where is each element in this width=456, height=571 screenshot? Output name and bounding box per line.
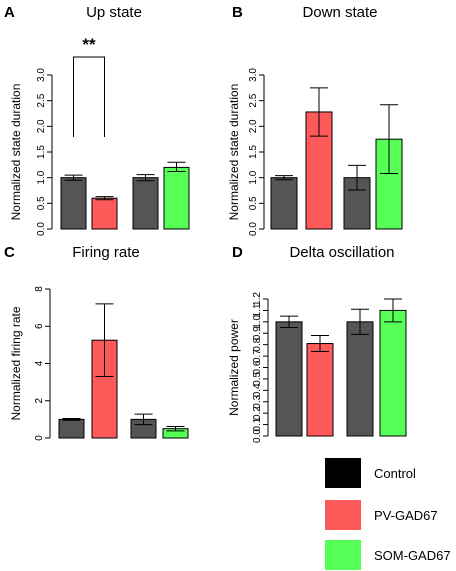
y-tick-label-c: 0 bbox=[34, 435, 45, 441]
y-axis-label-b: Normalized state duration bbox=[227, 84, 241, 221]
y-tick-label-a: 0.5 bbox=[36, 196, 47, 210]
y-tick-label-d: 1.1 bbox=[252, 303, 263, 317]
y-tick-label-a: 2.0 bbox=[36, 119, 47, 133]
y-tick-label-d: 0.0 bbox=[252, 429, 263, 443]
significance-bracket bbox=[73, 56, 105, 137]
bar-a-pv-gad67 bbox=[91, 197, 118, 230]
y-tick-label-b: 1.0 bbox=[248, 170, 259, 184]
y-tick-label-d: 0.4 bbox=[252, 383, 263, 397]
panel-label-a: A bbox=[4, 4, 15, 21]
y-tick-label-a: 1.0 bbox=[36, 170, 47, 184]
y-tick-label-c: 6 bbox=[34, 323, 45, 329]
panel-title-b: Down state bbox=[302, 4, 377, 21]
y-tick-label-a: 1.5 bbox=[36, 145, 47, 159]
y-tick-label-d: 0.2 bbox=[252, 406, 263, 420]
legend-swatch-som-gad67 bbox=[325, 540, 361, 570]
y-tick-label-d: 1.2 bbox=[252, 292, 263, 306]
y-tick-label-d: 0.5 bbox=[252, 372, 263, 386]
bar-d-control bbox=[275, 321, 303, 437]
legend-label-control: Control bbox=[374, 466, 416, 481]
y-tick-label-d: 0.3 bbox=[252, 394, 263, 408]
y-tick-label-d: 0.7 bbox=[252, 349, 263, 363]
panel-title-a: Up state bbox=[86, 4, 142, 21]
legend-swatch-control bbox=[325, 458, 361, 488]
panel-label-b: B bbox=[232, 4, 243, 21]
y-tick-label-d: 0.6 bbox=[252, 360, 263, 374]
y-tick-label-a: 0.0 bbox=[36, 222, 47, 236]
y-tick-label-d: 0.1 bbox=[252, 417, 263, 431]
legend-swatch-pv-gad67 bbox=[325, 500, 361, 530]
bar-d-pv-gad67 bbox=[306, 343, 334, 437]
significance-marker: ** bbox=[82, 35, 96, 54]
panel-title-c: Firing rate bbox=[72, 244, 140, 261]
panel-title-d: Delta oscillation bbox=[289, 244, 394, 261]
legend-label-pv-gad67: PV-GAD67 bbox=[374, 508, 438, 523]
y-tick-label-d: 0.8 bbox=[252, 337, 263, 351]
y-tick-label-c: 8 bbox=[34, 286, 45, 292]
bar-a-som-gad67 bbox=[163, 166, 190, 230]
y-axis-label-a: Normalized state duration bbox=[9, 84, 23, 221]
panel-label-d: D bbox=[232, 244, 243, 261]
y-axis-label-c: Normalized firing rate bbox=[9, 306, 23, 420]
bar-a-control bbox=[132, 177, 159, 230]
legend-label-som-gad67: SOM-GAD67 bbox=[374, 548, 451, 563]
bar-d-som-gad67 bbox=[379, 309, 407, 437]
y-tick-label-a: 3.0 bbox=[36, 68, 47, 82]
y-tick-label-d: 1.0 bbox=[252, 314, 263, 328]
bar-c-control bbox=[58, 418, 85, 439]
panel-label-c: C bbox=[4, 244, 15, 261]
y-tick-label-c: 4 bbox=[34, 360, 45, 366]
y-tick-label-b: 0.0 bbox=[248, 222, 259, 236]
y-tick-label-b: 1.5 bbox=[248, 145, 259, 159]
y-tick-label-d: 0.9 bbox=[252, 326, 263, 340]
bar-d-control bbox=[346, 321, 374, 437]
y-tick-label-b: 2.5 bbox=[248, 93, 259, 107]
y-axis-label-d: Normalized power bbox=[227, 319, 241, 416]
y-tick-label-a: 2.5 bbox=[36, 93, 47, 107]
y-tick-label-b: 0.5 bbox=[248, 196, 259, 210]
bar-a-control bbox=[60, 177, 87, 230]
bar-b-control bbox=[270, 177, 298, 230]
y-tick-label-b: 3.0 bbox=[248, 68, 259, 82]
y-tick-label-c: 2 bbox=[34, 398, 45, 404]
y-tick-label-b: 2.0 bbox=[248, 119, 259, 133]
